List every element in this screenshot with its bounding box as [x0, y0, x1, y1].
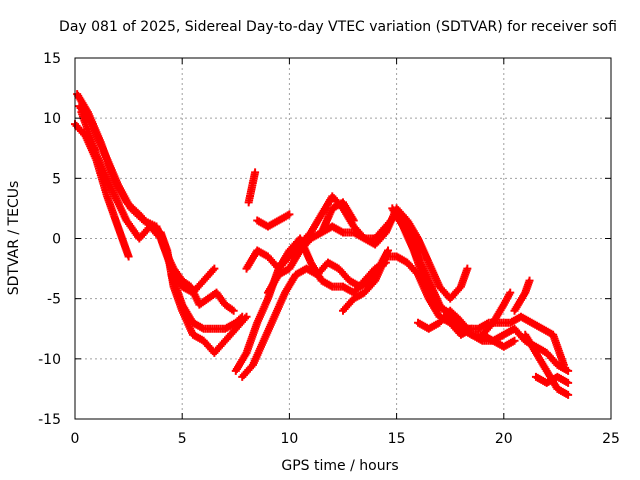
data-point	[510, 336, 519, 345]
series-arc-12	[317, 198, 358, 237]
y-tick-label: 15	[43, 51, 61, 67]
y-tick-label: -15	[38, 412, 61, 428]
data-point	[124, 252, 133, 261]
series-arc-16	[478, 288, 515, 339]
series-arc-19	[531, 372, 573, 387]
x-axis-ticks: 0 5 10 15 20 25	[71, 58, 620, 447]
x-tick-label: 10	[280, 431, 298, 447]
series-arc-17	[510, 276, 534, 315]
chart-title: Day 081 of 2025, Sidereal Day-to-day VTE…	[59, 19, 617, 35]
y-tick-label: -5	[47, 292, 61, 308]
series-arc-2	[73, 90, 251, 357]
series-arc-3	[75, 102, 238, 315]
series-arc-5	[167, 270, 247, 333]
y-tick-label: -10	[38, 352, 61, 368]
data-point	[349, 216, 358, 225]
y-tick-label: 0	[52, 232, 61, 248]
y-tick-label: 5	[52, 171, 61, 187]
x-axis-label: GPS time / hours	[281, 458, 398, 474]
series-arc-9	[253, 210, 294, 231]
x-tick-label: 5	[178, 431, 187, 447]
x-tick-label: 25	[602, 431, 620, 447]
y-axis-label: SDTVAR / TECUs	[6, 181, 22, 296]
series-arc-10	[244, 168, 260, 207]
y-tick-label: 10	[43, 111, 61, 127]
data-point	[238, 312, 247, 321]
data-point	[506, 288, 515, 297]
data-point	[463, 264, 472, 273]
data-point	[285, 210, 294, 219]
data-point	[564, 378, 573, 387]
series-arc-4	[77, 108, 219, 297]
data-point	[564, 366, 573, 375]
data-point	[251, 168, 260, 177]
data-point	[229, 306, 238, 315]
y-axis-ticks: -15 -10 -5 0 5 10 15	[38, 51, 611, 428]
x-tick-label: 15	[388, 431, 406, 447]
x-tick-label: 0	[71, 431, 80, 447]
data-point	[236, 314, 245, 323]
x-tick-label: 20	[495, 431, 513, 447]
data-point	[525, 276, 534, 285]
data-point	[210, 264, 219, 273]
data-points	[71, 90, 573, 399]
data-point	[564, 390, 573, 399]
grid	[75, 58, 611, 419]
